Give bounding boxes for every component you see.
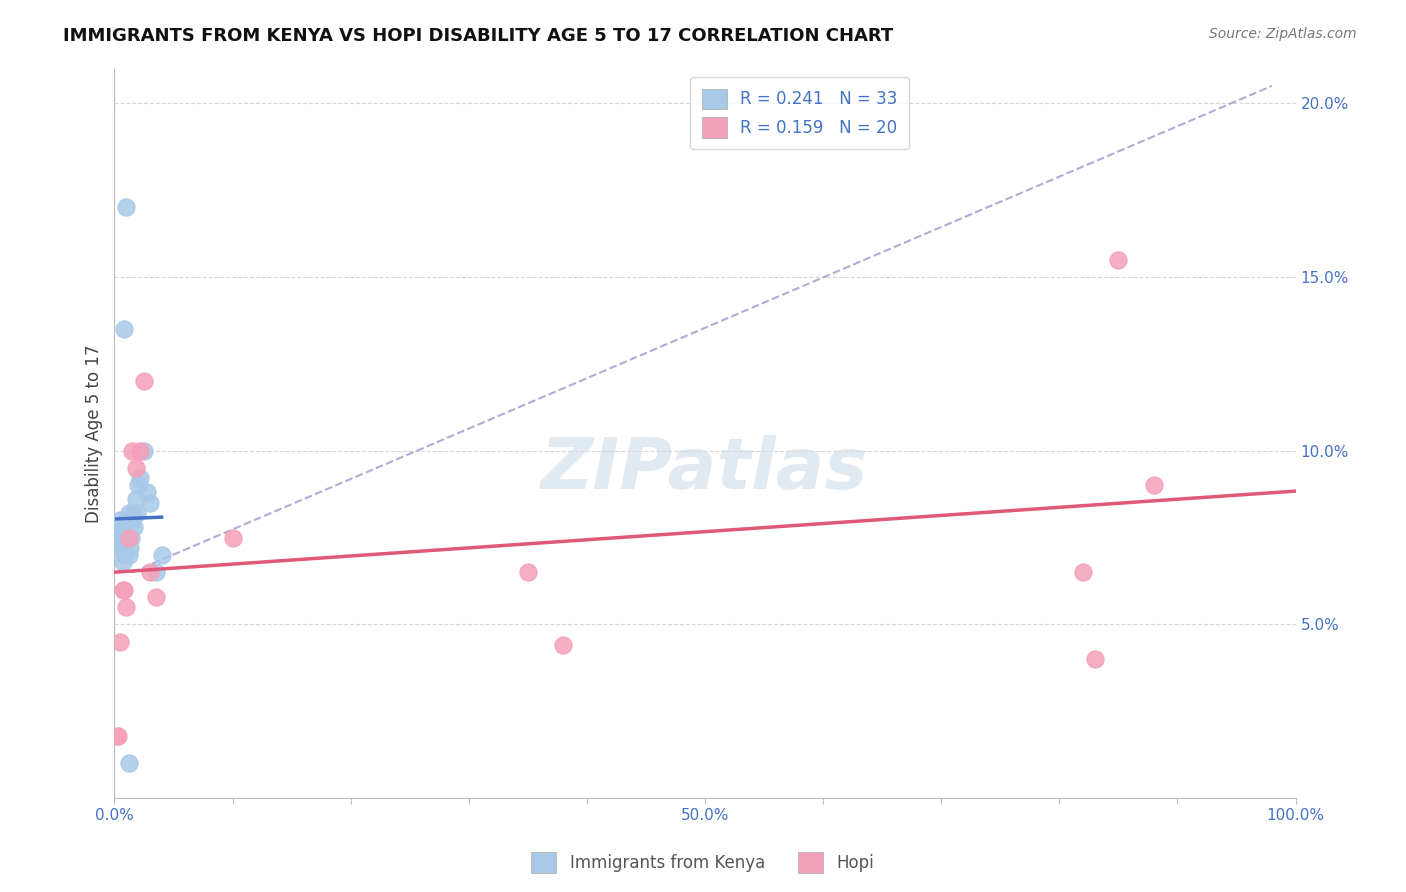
Point [127,478,149,492]
Point [117,756,139,771]
Text: Source: ZipAtlas.com: Source: ZipAtlas.com [1209,27,1357,41]
Point [115,527,138,541]
Point [124,461,146,475]
Point [110,520,132,534]
Point [129,471,152,485]
Point [120,531,142,545]
Point [117,531,139,545]
Point [117,548,139,562]
Legend: Immigrants from Kenya, Hopi: Immigrants from Kenya, Hopi [524,846,882,880]
Point [139,566,162,580]
Point [105,729,128,743]
Text: IMMIGRANTS FROM KENYA VS HOPI DISABILITY AGE 5 TO 17 CORRELATION CHART: IMMIGRANTS FROM KENYA VS HOPI DISABILITY… [63,27,894,45]
Point [145,590,167,604]
Point [111,527,134,541]
Point [124,520,146,534]
Legend: R = 0.241   N = 33, R = 0.159   N = 20: R = 0.241 N = 33, R = 0.159 N = 20 [690,77,910,149]
Point [132,374,155,388]
Point [107,729,129,743]
Point [118,541,141,555]
Point [150,548,173,562]
Point [105,531,128,545]
Point [112,582,135,597]
Point [115,201,138,215]
Point [139,496,162,510]
Point [516,566,538,580]
Point [1107,252,1129,267]
Point [111,582,134,597]
Point [136,485,159,500]
Point [115,599,138,614]
Point [110,541,132,555]
Point [122,506,145,520]
Point [112,322,135,336]
Point [117,506,139,520]
Point [114,541,136,555]
Point [111,555,134,569]
Point [129,443,152,458]
Point [1143,478,1166,492]
Point [221,531,243,545]
Point [115,513,138,527]
Point [108,524,131,538]
Point [110,513,132,527]
Point [112,548,135,562]
Point [117,533,139,548]
Point [107,537,129,551]
Point [110,634,132,648]
Point [121,513,143,527]
Point [145,566,167,580]
Point [1084,652,1107,666]
Point [132,443,155,458]
Point [1071,566,1094,580]
Point [553,638,575,652]
Y-axis label: Disability Age 5 to 17: Disability Age 5 to 17 [86,344,103,523]
Point [112,533,135,548]
Point [124,492,146,507]
Point [121,443,143,458]
Text: ZIPatlas: ZIPatlas [541,435,869,504]
Point [125,506,148,520]
